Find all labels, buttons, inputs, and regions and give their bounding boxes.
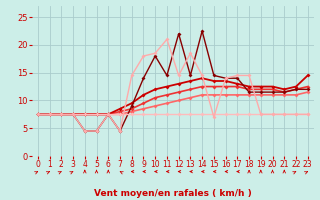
X-axis label: Vent moyen/en rafales ( km/h ): Vent moyen/en rafales ( km/h ) [94,189,252,198]
